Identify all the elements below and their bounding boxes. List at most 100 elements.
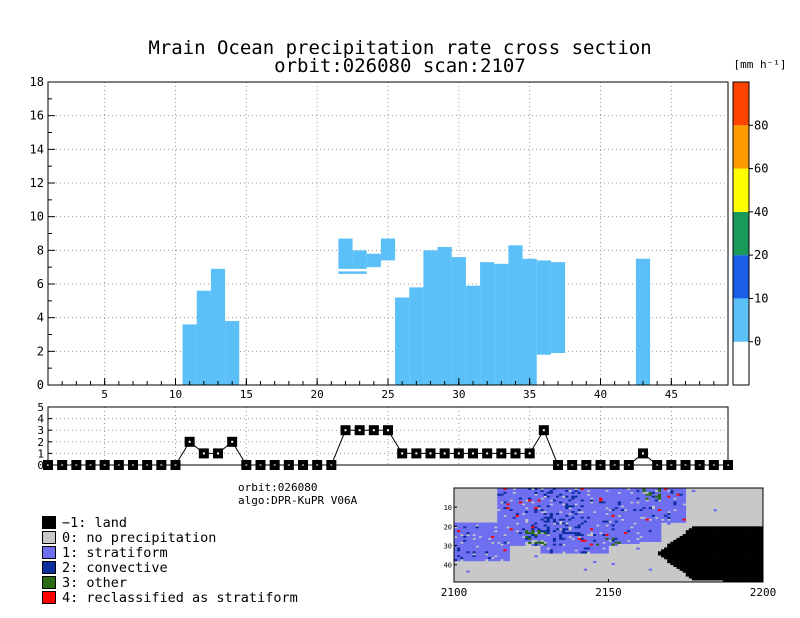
map-cell — [555, 489, 560, 493]
map-cell — [744, 539, 748, 543]
map-cell — [682, 493, 687, 496]
map-cell — [503, 505, 507, 508]
map-cell — [559, 507, 563, 510]
map-cell — [571, 516, 575, 519]
map-cell — [664, 499, 668, 502]
map-cell — [509, 534, 514, 537]
map-cell — [722, 535, 727, 539]
map-cell — [491, 524, 495, 527]
map-cell — [676, 543, 680, 546]
map-cell — [525, 505, 529, 508]
map-cell — [732, 578, 736, 581]
map-cell — [562, 534, 566, 537]
map-cell — [716, 541, 721, 544]
rain-cell — [536, 260, 551, 355]
map-cell — [586, 512, 591, 516]
map-cell — [506, 530, 510, 533]
map-cell — [599, 501, 603, 504]
map-cell — [565, 545, 569, 548]
map-cell — [537, 499, 541, 502]
map-cell — [750, 547, 755, 550]
map-cell — [707, 541, 711, 544]
map-cell — [657, 516, 662, 519]
map-cell — [457, 551, 461, 554]
map-cell — [515, 537, 520, 541]
map-cell — [676, 489, 680, 493]
map-cell — [460, 545, 464, 548]
map-cell — [645, 493, 649, 496]
map-cell — [565, 505, 569, 508]
map-cell — [639, 522, 643, 525]
map-cell — [735, 545, 739, 548]
map-cell — [676, 551, 680, 554]
map-cell — [627, 511, 631, 514]
map-cell — [543, 501, 547, 504]
map-cell — [735, 566, 739, 569]
map-cell — [670, 501, 674, 504]
map-cell — [568, 547, 572, 550]
map-cell — [534, 555, 538, 558]
map-cell — [627, 499, 631, 502]
map-cell — [738, 564, 742, 567]
map-cell — [596, 520, 600, 523]
map-cell — [491, 530, 495, 533]
map-cell — [577, 528, 581, 531]
map-cell — [707, 562, 711, 566]
map-cell — [735, 532, 739, 535]
map-cell — [617, 505, 622, 508]
map-cell — [698, 562, 702, 566]
map-cell — [725, 570, 730, 573]
map-cell — [596, 537, 600, 541]
map-cell — [701, 526, 705, 529]
map-cell — [528, 499, 532, 502]
map-cell — [571, 512, 575, 516]
map-cell — [753, 528, 758, 531]
map-cell — [521, 524, 526, 527]
map-cell — [518, 514, 523, 518]
map-cell — [651, 539, 656, 543]
map-cell — [512, 509, 517, 512]
map-cell — [729, 568, 733, 571]
map-cell — [685, 553, 690, 556]
map-cell — [500, 541, 504, 544]
map-cell — [534, 511, 538, 514]
map-cell — [546, 549, 551, 552]
map-cell — [571, 522, 575, 525]
map-cell — [747, 580, 751, 583]
map-cell — [515, 516, 520, 519]
map-cell — [525, 526, 529, 529]
map-cell — [725, 553, 730, 556]
map-cell — [571, 520, 575, 523]
map-cell — [555, 516, 560, 519]
map-cell — [673, 518, 677, 521]
map-cell — [682, 543, 687, 546]
map-cell — [642, 488, 646, 491]
map-cell — [512, 497, 517, 500]
map-cell — [716, 539, 721, 543]
map-cell — [500, 522, 504, 525]
map-cell — [552, 518, 557, 521]
map-cell — [670, 493, 674, 496]
map-cell — [620, 539, 625, 543]
map-cell — [682, 566, 687, 569]
map-cell — [571, 511, 575, 514]
map-cell — [574, 528, 578, 531]
map-cell — [555, 491, 560, 495]
map-cell — [487, 555, 492, 558]
map-cell — [759, 578, 764, 581]
map-cell — [617, 541, 622, 544]
map-cell — [673, 512, 677, 516]
map-cell — [518, 499, 523, 502]
map-cell — [518, 526, 523, 529]
map-cell — [670, 555, 674, 558]
map-cell — [540, 509, 544, 512]
map-cell — [469, 539, 473, 543]
map-cell — [654, 524, 659, 527]
map-cell — [602, 489, 606, 493]
map-cell — [719, 526, 724, 529]
map-cell — [738, 537, 742, 541]
map-cell — [725, 526, 730, 529]
map-cell — [750, 553, 755, 556]
map-cell — [636, 520, 640, 523]
map-cell — [543, 526, 547, 529]
